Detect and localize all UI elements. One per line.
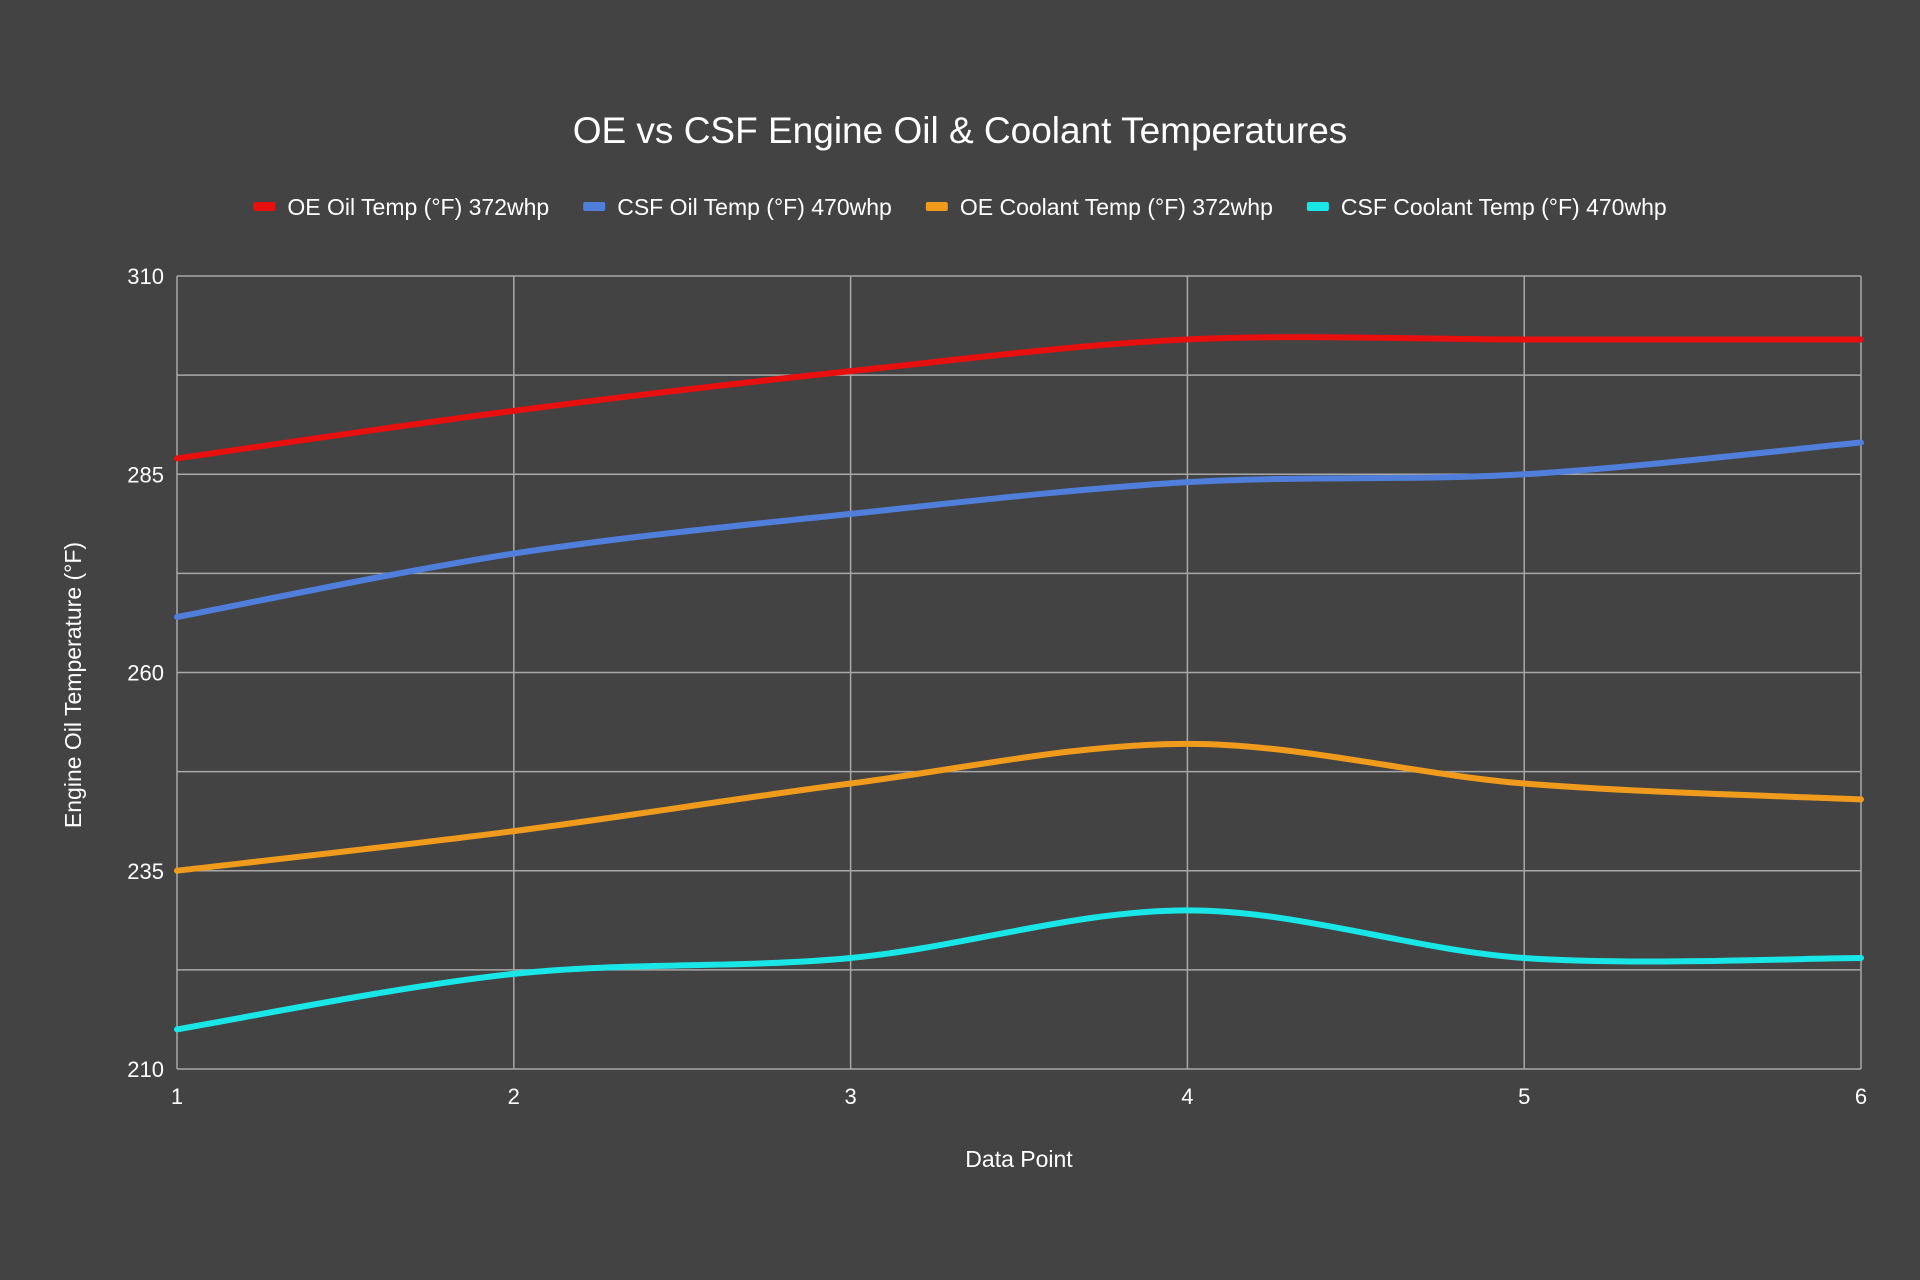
x-tick-label: 1 <box>171 1084 183 1109</box>
series-lines <box>174 334 1864 1033</box>
x-axis-label: Data Point <box>965 1146 1073 1172</box>
x-tick-label: 2 <box>508 1084 520 1109</box>
legend-label: CSF Coolant Temp (°F) 470whp <box>1341 194 1667 220</box>
legend-label: CSF Oil Temp (°F) 470whp <box>617 194 892 220</box>
tick-labels: 210 235 260 285 310 1 2 3 4 5 6 <box>127 264 1867 1109</box>
x-tick-label: 5 <box>1518 1084 1530 1109</box>
y-tick-label: 310 <box>127 264 164 289</box>
y-axis-label: Engine Oil Temperature (°F) <box>60 542 86 828</box>
x-tick-label: 4 <box>1181 1084 1193 1109</box>
y-tick-label: 285 <box>127 462 164 487</box>
series-line-4 <box>174 907 1864 1033</box>
series-line-1 <box>174 334 1864 462</box>
legend-item-3: OE Coolant Temp (°F) 372whp <box>925 194 1273 220</box>
legend-item-1: OE Oil Temp (°F) 372whp <box>253 194 549 220</box>
x-tick-label: 6 <box>1855 1084 1867 1109</box>
legend-swatch <box>1306 202 1329 211</box>
y-tick-label: 260 <box>127 661 164 686</box>
legend-item-4: CSF Coolant Temp (°F) 470whp <box>1306 194 1667 220</box>
chart-title: OE vs CSF Engine Oil & Coolant Temperatu… <box>573 110 1348 151</box>
legend: OE Oil Temp (°F) 372whp CSF Oil Temp (°F)… <box>253 194 1667 220</box>
legend-swatch <box>925 202 948 211</box>
legend-label: OE Coolant Temp (°F) 372whp <box>960 194 1273 220</box>
legend-swatch <box>583 202 606 211</box>
legend-swatch <box>253 202 276 211</box>
series-line-2 <box>174 439 1864 620</box>
legend-label: OE Oil Temp (°F) 372whp <box>287 194 549 220</box>
x-tick-label: 3 <box>844 1084 856 1109</box>
y-tick-label: 235 <box>127 859 164 884</box>
series-line-3 <box>174 740 1864 874</box>
y-tick-label: 210 <box>127 1057 164 1082</box>
legend-item-2: CSF Oil Temp (°F) 470whp <box>583 194 892 220</box>
